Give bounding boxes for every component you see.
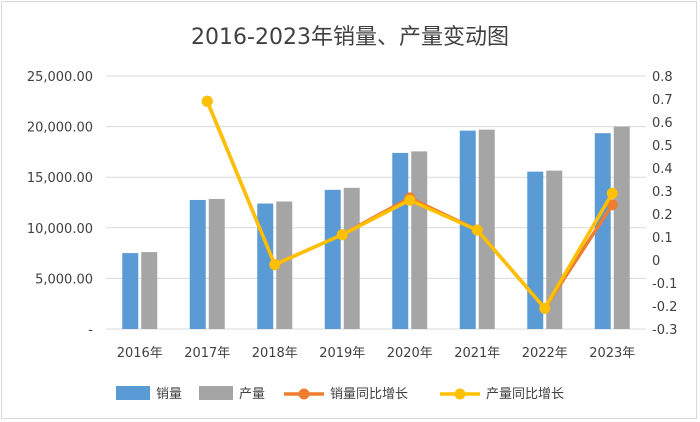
production-growth-point (471, 224, 483, 236)
legend-sales-label: 销量 (156, 387, 182, 402)
production-growth-point (404, 194, 416, 206)
category-label: 2018年 (252, 346, 298, 361)
right-tick-label: 0.5 (652, 139, 673, 154)
category-label: 2020年 (387, 346, 433, 361)
sales-growth-point (606, 199, 618, 211)
production-bar (208, 198, 225, 329)
right-tick-label: -0.1 (652, 277, 677, 292)
production-growth-point (336, 229, 348, 241)
right-tick-label: 0 (652, 254, 660, 269)
sales-bar (324, 189, 341, 329)
category-label: 2016年 (117, 346, 163, 361)
production-bar (613, 126, 630, 329)
production-bar (343, 187, 360, 329)
production-bar (411, 151, 428, 329)
production-growth-point (539, 302, 551, 314)
legend-production-growth-label: 产量同比增长 (486, 387, 564, 402)
right-tick-label: 0.2 (652, 208, 673, 223)
left-tick-label: - (88, 323, 93, 338)
sales-bar (122, 253, 139, 329)
gridlines (106, 75, 646, 330)
category-label: 2019年 (319, 346, 365, 361)
sales-bar (594, 133, 611, 329)
right-tick-label: 0.8 (652, 70, 673, 85)
sales-bar (459, 130, 476, 329)
left-tick-label: 5,000.00 (35, 272, 93, 287)
sales-bar (527, 171, 544, 329)
production-growth-point (269, 259, 281, 271)
left-tick-label: 10,000.00 (27, 222, 93, 237)
right-tick-label: 0.6 (652, 116, 673, 131)
category-label: 2021年 (454, 346, 500, 361)
category-labels: 2016年 2017年 2018年 2019年 2020年 2021年 2022年 2023年 (117, 346, 636, 361)
production-bar (141, 252, 158, 329)
production-bar (478, 129, 495, 329)
left-tick-label: 25,000.00 (27, 70, 93, 85)
legend-production-growth-swatch-marker (454, 388, 466, 400)
legend-sales-growth-swatch-marker (298, 388, 310, 400)
left-tick-label: 15,000.00 (27, 171, 93, 186)
right-tick-label: 0.4 (652, 162, 673, 177)
production-growth-point (201, 95, 213, 107)
category-label: 2022年 (522, 346, 568, 361)
left-axis-ticks: - 5,000.00 10,000.00 15,000.00 20,000.00 25,0… (27, 70, 93, 338)
right-axis-ticks: -0.3 -0.2 -0.1 0 0.1 0.2 0.3 0.4 0.5 0.6 0.7 0.8 (652, 70, 677, 338)
category-label: 2017年 (184, 346, 230, 361)
legend-sales-swatch (116, 386, 150, 400)
right-tick-label: 0.7 (652, 93, 673, 108)
chart-title: 2016-2023年销量、产量变动图 (191, 25, 509, 50)
right-tick-label: -0.3 (652, 323, 677, 338)
growth-lines (201, 95, 618, 314)
legend-sales-growth-label: 销量同比增长 (330, 387, 408, 402)
category-label: 2023年 (589, 346, 635, 361)
production-bar (276, 201, 293, 329)
sales-bar (392, 152, 409, 329)
legend-production-label: 产量 (239, 387, 265, 402)
legend-production-swatch (199, 386, 233, 400)
sales-bar (189, 199, 206, 329)
legend: 销量 产量 销量同比增长 产量同比增长 (116, 386, 564, 402)
production-growth-point (606, 187, 618, 199)
right-tick-label: -0.2 (652, 300, 677, 315)
right-tick-label: 0.3 (652, 185, 673, 200)
right-tick-label: 0.1 (652, 231, 673, 246)
left-tick-label: 20,000.00 (27, 121, 93, 136)
